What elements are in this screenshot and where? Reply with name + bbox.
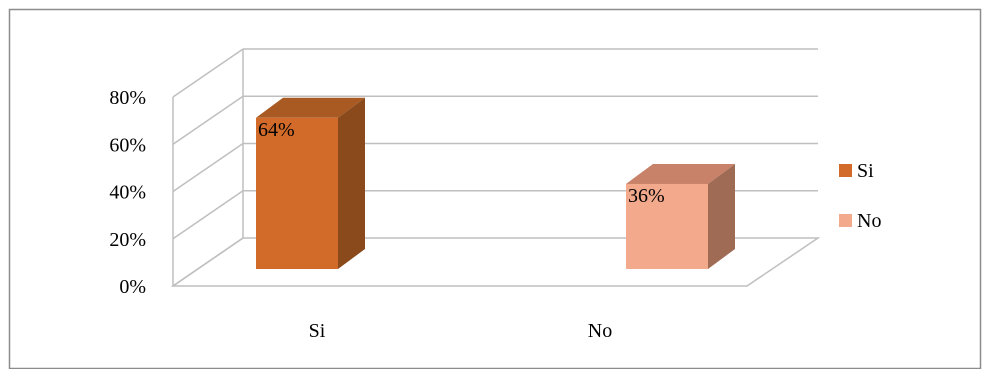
legend-swatch [839, 214, 852, 227]
bar-side-no [708, 163, 735, 269]
legend-label: No [857, 210, 881, 232]
bars: 64% 36% [256, 97, 735, 269]
y-tick-label: 60% [109, 134, 146, 156]
floor [170, 237, 821, 287]
y-tick-label: 0% [119, 276, 146, 298]
legend: Si No [839, 160, 881, 232]
bar-side-si [338, 97, 365, 269]
legend-swatch [839, 164, 852, 177]
bar-top-no [626, 163, 735, 184]
y-tick-label: 40% [109, 182, 146, 204]
gridline-side-4 [172, 48, 244, 98]
gridline-side-1 [172, 190, 244, 240]
bar-front-no [626, 183, 708, 269]
y-tick-label: 80% [109, 87, 146, 109]
data-label-si: 64% [258, 119, 295, 141]
bar-top-si [256, 97, 365, 118]
x-category-label: No [588, 320, 612, 342]
y-axis: 0% 20% 40% 60% 80% [109, 87, 146, 298]
gridline-side-3 [172, 95, 244, 145]
bar-no: 36% [626, 163, 735, 269]
bar-front-si [256, 117, 338, 269]
y-tick-label: 20% [109, 229, 146, 251]
chart-border [8, 8, 982, 369]
gridline-side-2 [172, 142, 244, 193]
bar-si: 64% [256, 97, 365, 269]
x-category-label: Si [309, 320, 326, 342]
legend-label: Si [857, 160, 874, 182]
data-label-no: 36% [628, 185, 665, 207]
x-axis: Si No [309, 320, 613, 342]
